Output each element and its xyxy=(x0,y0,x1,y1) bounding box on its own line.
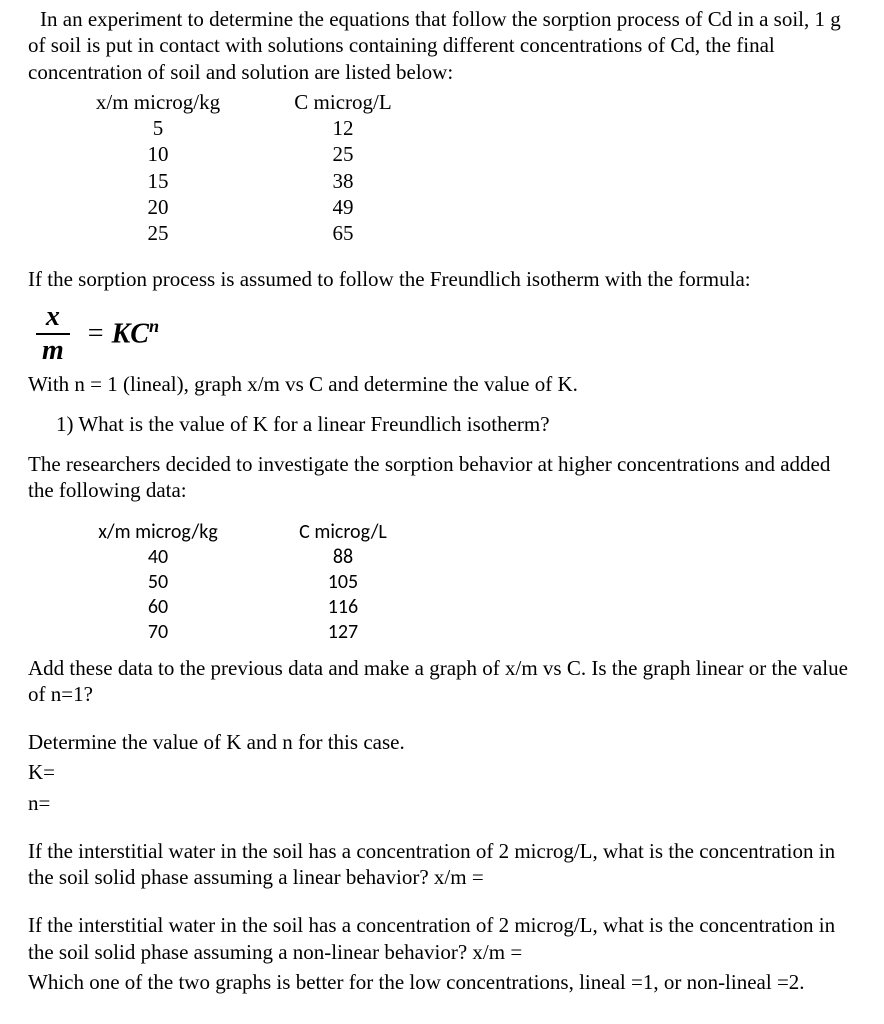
var-k: K xyxy=(112,319,131,350)
equals-sign: = xyxy=(88,316,104,351)
table-row: 1538 xyxy=(48,168,856,194)
cell-c: 65 xyxy=(268,220,418,246)
question-linear: If the interstitial water in the soil ha… xyxy=(28,838,856,891)
table-row: 4088 xyxy=(48,545,856,570)
k-equals: K= xyxy=(28,759,856,785)
question-which: Which one of the two graphs is better fo… xyxy=(28,969,856,995)
cell-xm: 15 xyxy=(48,168,268,194)
cell-xm: 70 xyxy=(48,620,268,645)
cell-xm: 40 xyxy=(48,545,268,570)
determine-line: Determine the value of K and n for this … xyxy=(28,729,856,755)
cell-c: 88 xyxy=(268,545,418,570)
table-row: 512 xyxy=(48,115,856,141)
cell-xm: 5 xyxy=(48,115,268,141)
data-table-1: x/m microg/kg C microg/L 512 1025 1538 2… xyxy=(48,89,856,247)
exponent-n: n xyxy=(149,316,159,336)
header-c: C microg/L xyxy=(268,520,418,545)
table-row: 50105 xyxy=(48,570,856,595)
table-row: 60116 xyxy=(48,595,856,620)
fraction: x m xyxy=(36,303,70,365)
freundlich-formula: x m = KCn xyxy=(36,303,856,365)
var-c: C xyxy=(130,319,149,350)
cell-c: 105 xyxy=(268,570,418,595)
question-nonlinear: If the interstitial water in the soil ha… xyxy=(28,912,856,965)
cell-c: 116 xyxy=(268,595,418,620)
table-row: 2565 xyxy=(48,220,856,246)
table-header: x/m microg/kg C microg/L xyxy=(48,520,856,545)
table-row: 1025 xyxy=(48,141,856,167)
question-1: 1) What is the value of K for a linear F… xyxy=(56,411,856,437)
header-c: C microg/L xyxy=(268,89,418,115)
cell-xm: 10 xyxy=(48,141,268,167)
with-n-line: With n = 1 (lineal), graph x/m vs C and … xyxy=(28,371,856,397)
cell-c: 38 xyxy=(268,168,418,194)
header-xm: x/m microg/kg xyxy=(48,89,268,115)
assume-line: If the sorption process is assumed to fo… xyxy=(28,266,856,292)
numerator: x xyxy=(40,303,66,331)
cell-xm: 20 xyxy=(48,194,268,220)
table-row: 2049 xyxy=(48,194,856,220)
cell-c: 49 xyxy=(268,194,418,220)
header-xm: x/m microg/kg xyxy=(48,520,268,545)
rhs: KCn xyxy=(112,315,160,351)
cell-c: 25 xyxy=(268,141,418,167)
denominator: m xyxy=(36,337,70,365)
add-data-line: Add these data to the previous data and … xyxy=(28,655,856,708)
data-table-2: x/m microg/kg C microg/L 4088 50105 6011… xyxy=(48,520,856,645)
cell-xm: 25 xyxy=(48,220,268,246)
intro-paragraph: In an experiment to determine the equati… xyxy=(28,6,856,85)
n-equals: n= xyxy=(28,790,856,816)
table-row: 70127 xyxy=(48,620,856,645)
cell-c: 12 xyxy=(268,115,418,141)
cell-xm: 60 xyxy=(48,595,268,620)
researchers-line: The researchers decided to investigate t… xyxy=(28,451,856,504)
cell-c: 127 xyxy=(268,620,418,645)
table-header: x/m microg/kg C microg/L xyxy=(48,89,856,115)
cell-xm: 50 xyxy=(48,570,268,595)
